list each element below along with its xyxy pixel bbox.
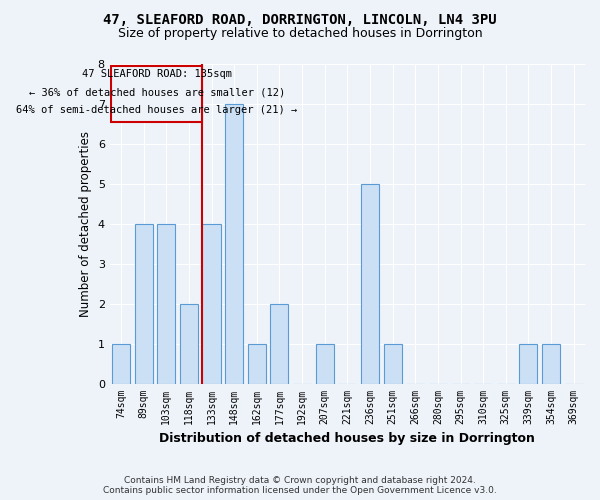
Bar bbox=[157, 224, 175, 384]
Bar bbox=[520, 344, 538, 384]
Bar bbox=[202, 224, 221, 384]
Text: 47 SLEAFORD ROAD: 135sqm: 47 SLEAFORD ROAD: 135sqm bbox=[82, 69, 232, 79]
Bar bbox=[112, 344, 130, 384]
Bar bbox=[248, 344, 266, 384]
X-axis label: Distribution of detached houses by size in Dorrington: Distribution of detached houses by size … bbox=[160, 432, 535, 445]
FancyBboxPatch shape bbox=[111, 66, 202, 122]
Bar bbox=[180, 304, 198, 384]
Bar bbox=[225, 104, 243, 384]
Text: Contains HM Land Registry data © Crown copyright and database right 2024.
Contai: Contains HM Land Registry data © Crown c… bbox=[103, 476, 497, 495]
Bar bbox=[271, 304, 289, 384]
Text: ← 36% of detached houses are smaller (12): ← 36% of detached houses are smaller (12… bbox=[29, 87, 285, 97]
Text: Size of property relative to detached houses in Dorrington: Size of property relative to detached ho… bbox=[118, 28, 482, 40]
Bar bbox=[542, 344, 560, 384]
Bar bbox=[316, 344, 334, 384]
Bar bbox=[383, 344, 401, 384]
Y-axis label: Number of detached properties: Number of detached properties bbox=[79, 131, 92, 317]
Text: 64% of semi-detached houses are larger (21) →: 64% of semi-detached houses are larger (… bbox=[16, 105, 297, 115]
Bar bbox=[361, 184, 379, 384]
Bar bbox=[134, 224, 152, 384]
Text: 47, SLEAFORD ROAD, DORRINGTON, LINCOLN, LN4 3PU: 47, SLEAFORD ROAD, DORRINGTON, LINCOLN, … bbox=[103, 12, 497, 26]
